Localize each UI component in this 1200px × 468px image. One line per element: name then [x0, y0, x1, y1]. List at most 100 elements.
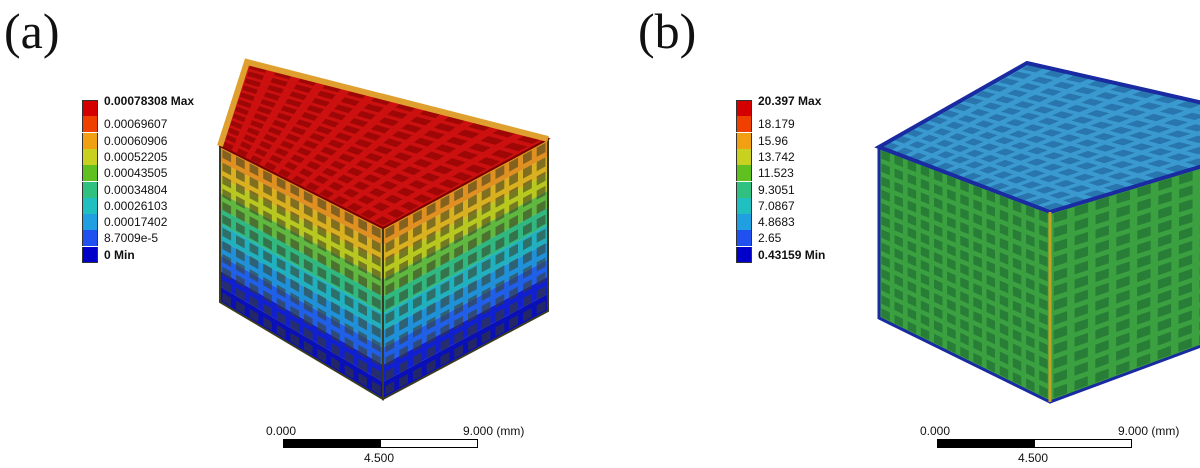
lattice-cell [986, 359, 995, 373]
lattice-cell [1158, 177, 1172, 191]
lattice-cell [536, 300, 546, 315]
lattice-cell [356, 110, 376, 120]
lattice-cell [331, 232, 340, 246]
lattice-cell [426, 216, 436, 231]
lattice-cell [1184, 124, 1200, 132]
lattice-cell [276, 190, 286, 204]
lattice-cell [1026, 292, 1035, 305]
lattice-cell [358, 344, 367, 359]
lattice-cell [1026, 349, 1035, 363]
lattice-cell [973, 255, 982, 268]
lattice-cell [440, 280, 450, 295]
lattice-cell [306, 161, 322, 171]
lattice-cell [393, 152, 413, 162]
lattice-cell [999, 195, 1009, 208]
lattice-cell [973, 269, 982, 282]
lattice-cell [454, 287, 463, 302]
lattice-cell [481, 229, 491, 244]
lattice-cell [1074, 275, 1088, 289]
lattice-cell [385, 295, 395, 310]
lattice-cell [1116, 204, 1130, 218]
lattice-cell [384, 194, 403, 204]
lattice-cell [291, 175, 306, 185]
lattice-cell [362, 131, 382, 141]
lattice-cell [1039, 370, 1048, 384]
lattice-cell [986, 260, 995, 274]
lattice-cell [536, 271, 546, 286]
scale-label-left: 0.000 [266, 424, 297, 438]
lattice-cell [907, 307, 917, 321]
lattice-cell [973, 227, 982, 240]
lattice-cell [374, 145, 393, 155]
lattice-cell [399, 288, 408, 303]
lattice-cell [1095, 368, 1109, 383]
lattice-cell [1126, 120, 1150, 128]
lattice-cell [263, 92, 280, 101]
lattice-cell [1086, 110, 1110, 118]
lattice-cell [998, 78, 1020, 86]
lattice-cell [303, 340, 313, 355]
legend-swatch [82, 100, 98, 116]
lattice-cell [1046, 99, 1069, 108]
lattice-cell [1074, 217, 1089, 231]
lattice-cell [965, 149, 985, 158]
lattice-cell [1091, 167, 1115, 175]
lattice-cell [313, 175, 329, 185]
lattice-cell [1053, 311, 1068, 325]
lattice-cell [477, 157, 501, 167]
lattice-cell [1143, 113, 1168, 122]
lattice-cell [1137, 198, 1151, 212]
lattice-cell [1008, 130, 1030, 138]
lattice-cell [309, 133, 326, 142]
lattice-cell [509, 258, 518, 272]
lattice-cell [383, 159, 403, 169]
legend-label: 11.523 [758, 166, 794, 181]
lattice-cell [222, 188, 232, 202]
lattice-cell [263, 303, 272, 318]
lattice-cell [1095, 225, 1109, 239]
lattice-cell [468, 265, 477, 280]
lattice-cell [509, 286, 518, 301]
scale-bar-white-segment [380, 439, 478, 448]
lattice-cell [960, 221, 969, 235]
lattice-cell [319, 189, 335, 199]
lattice-cell [1012, 229, 1022, 242]
lattice-cell [1075, 162, 1098, 170]
lattice-cell [263, 236, 272, 251]
lattice-cell [1039, 384, 1048, 399]
lattice-cell [373, 166, 392, 176]
lattice-cell [317, 238, 327, 253]
face-band [220, 177, 383, 280]
lattice-cell [960, 277, 969, 290]
lattice-cell [1178, 338, 1192, 352]
lattice-cell [344, 253, 354, 267]
lattice-cell [371, 96, 392, 106]
lattice-cell [264, 161, 277, 171]
lattice-cell [263, 276, 272, 291]
lattice-cell [440, 252, 450, 266]
lattice-cell [495, 294, 505, 308]
lattice-cell [385, 338, 395, 353]
lattice-cell [1003, 187, 1024, 195]
lattice-cell [222, 292, 232, 307]
lattice-cell [385, 267, 395, 282]
lattice-cell [358, 316, 367, 331]
face-band [220, 255, 383, 365]
lattice-cell [1095, 239, 1109, 254]
lattice-cell [994, 96, 1016, 104]
lattice-cell [290, 183, 300, 197]
lattice-cell [920, 327, 930, 341]
lattice-cell [523, 279, 532, 294]
lattice-cell [1116, 218, 1130, 233]
lattice-cell [973, 283, 982, 296]
lattice-cell [399, 274, 408, 288]
legend-label: 9.3051 [758, 182, 795, 197]
lattice-cell [1000, 107, 1022, 115]
lattice-cell [346, 167, 364, 177]
lattice-cell [413, 309, 422, 324]
lattice-cell [1026, 248, 1035, 262]
lattice-cell [426, 302, 436, 316]
lattice-cell [1049, 191, 1071, 199]
lattice-cell [1010, 71, 1032, 79]
lattice-cell [509, 200, 518, 215]
